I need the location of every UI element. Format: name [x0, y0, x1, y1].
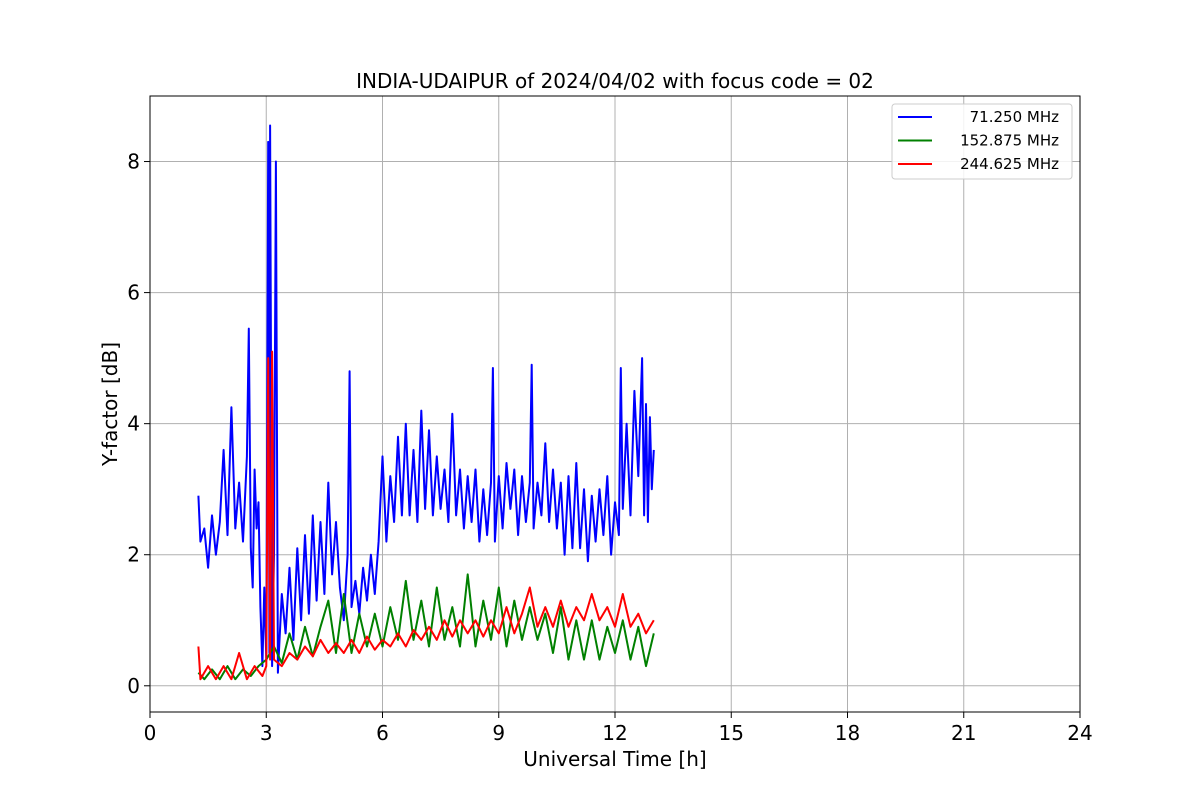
x-tick-label: 12 [602, 721, 627, 745]
x-tick-label: 15 [719, 721, 744, 745]
x-tick-label: 24 [1067, 721, 1092, 745]
legend-label-2: 244.625 MHz [960, 155, 1059, 173]
series-line-0 [197, 124, 655, 674]
y-tick-label: 2 [127, 543, 140, 567]
y-axis-label: Y-factor [dB] [98, 342, 122, 467]
legend-label-1: 152.875 MHz [960, 132, 1059, 150]
x-axis-label: Universal Time [h] [523, 747, 706, 771]
legend: 71.250 MHz 152.875 MHz 244.625 MHz [891, 103, 1073, 180]
legend-label-0: 71.250 MHz [970, 108, 1059, 126]
x-axis-ticks: 0 3 6 9 12 15 18 21 24 [144, 712, 1093, 745]
y-tick-label: 6 [127, 281, 140, 305]
y-tick-label: 8 [127, 150, 140, 174]
y-tick-label: 0 [127, 674, 140, 698]
series-layer [197, 124, 655, 681]
x-tick-label: 6 [376, 721, 389, 745]
x-tick-label: 0 [144, 721, 157, 745]
x-tick-label: 18 [835, 721, 860, 745]
x-tick-label: 9 [492, 721, 505, 745]
y-axis-ticks: 0 2 4 6 8 [127, 150, 150, 698]
y-tick-label: 4 [127, 412, 140, 436]
series-line-2 [197, 350, 655, 681]
x-tick-label: 3 [260, 721, 273, 745]
chart-title: INDIA-UDAIPUR of 2024/04/02 with focus c… [356, 69, 874, 93]
legend-box [891, 103, 1073, 180]
x-tick-label: 21 [951, 721, 976, 745]
series-line-1 [197, 573, 655, 681]
